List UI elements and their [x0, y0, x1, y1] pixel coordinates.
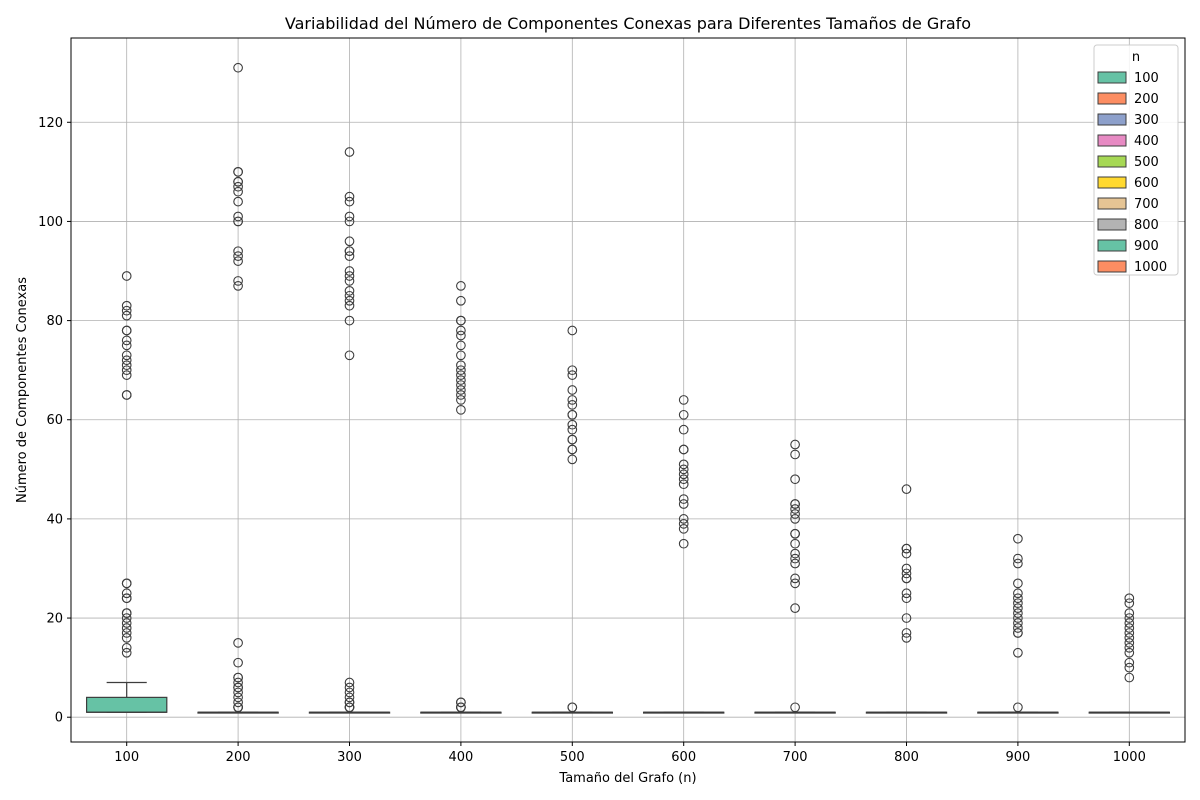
x-tick-label: 600	[671, 750, 696, 765]
x-tick-label: 200	[226, 750, 251, 765]
legend: n 100 200 300 400 500 600 700 800 900 1000	[1094, 45, 1178, 275]
legend-swatch	[1098, 72, 1126, 83]
x-tick-label: 100	[114, 750, 139, 765]
chart-title: Variabilidad del Número de Componentes C…	[285, 14, 971, 33]
x-tick-label: 1000	[1113, 750, 1146, 765]
legend-swatch	[1098, 261, 1126, 272]
y-tick-label: 20	[46, 612, 63, 627]
x-tick-label: 800	[894, 750, 919, 765]
x-tick-label: 400	[448, 750, 473, 765]
legend-label: 500	[1134, 155, 1159, 170]
legend-label: 100	[1134, 71, 1159, 86]
legend-swatch	[1098, 240, 1126, 251]
x-tick-label: 300	[337, 750, 362, 765]
legend-label: 700	[1134, 197, 1159, 212]
y-tick-label: 60	[46, 413, 63, 428]
legend-label: 400	[1134, 134, 1159, 149]
boxes	[87, 63, 1170, 713]
legend-label: 800	[1134, 218, 1159, 233]
legend-label: 900	[1134, 239, 1159, 254]
y-tick-label: 100	[38, 215, 63, 230]
x-tick-label: 500	[560, 750, 585, 765]
y-tick-label: 40	[46, 512, 63, 527]
legend-label: 200	[1134, 92, 1159, 107]
legend-swatch	[1098, 198, 1126, 209]
legend-label: 600	[1134, 176, 1159, 191]
y-tick-label: 80	[46, 314, 63, 329]
legend-swatch	[1098, 114, 1126, 125]
x-tick-label: 700	[783, 750, 808, 765]
legend-swatch	[1098, 93, 1126, 104]
box	[87, 697, 167, 712]
legend-swatch	[1098, 219, 1126, 230]
y-tick-label: 120	[38, 116, 63, 131]
y-axis-label: Número de Componentes Conexas	[15, 277, 30, 503]
legend-swatch	[1098, 135, 1126, 146]
legend-swatch	[1098, 177, 1126, 188]
y-tick-label: 0	[55, 711, 63, 726]
grid-lines	[71, 38, 1185, 742]
legend-swatch	[1098, 156, 1126, 167]
legend-label: 1000	[1134, 260, 1167, 275]
x-tick-label: 900	[1005, 750, 1030, 765]
x-axis-label: Tamaño del Grafo (n)	[558, 771, 696, 786]
legend-title: n	[1132, 50, 1140, 65]
axes: 0 20 40 60 80 100 120 100 200 300 400 500 600 700 800 9…	[38, 38, 1185, 765]
legend-label: 300	[1134, 113, 1159, 128]
